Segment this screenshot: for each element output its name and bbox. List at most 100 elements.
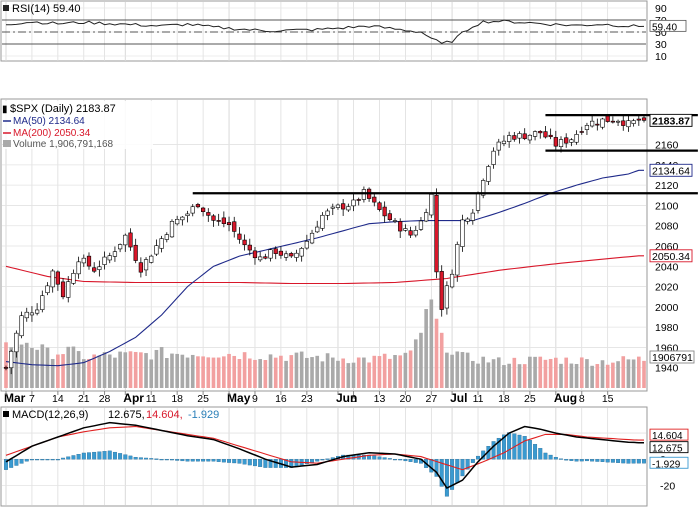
rsi-last-value: 59.40 <box>652 22 677 33</box>
volume-bar <box>81 359 86 388</box>
volume-bar <box>50 358 55 388</box>
candle-body <box>3 367 9 369</box>
histogram-bar <box>559 458 563 460</box>
x-tick-label: 8 <box>579 393 585 405</box>
histogram-bar <box>66 456 71 460</box>
volume-bar <box>574 363 579 388</box>
candle-body <box>615 120 621 123</box>
histogram-bar <box>128 455 133 460</box>
candle-body <box>180 216 185 221</box>
rsi-tick-label: 50 <box>655 27 667 39</box>
rsi-tick-label: 10 <box>655 51 667 63</box>
candle-body <box>377 202 382 210</box>
volume-bar <box>56 354 60 388</box>
ma200-line <box>5 255 644 285</box>
candle-body <box>460 219 465 247</box>
candle-body <box>200 207 206 212</box>
histogram-bar <box>429 459 434 473</box>
price-legend: $SPX (Daily) 2183.87 MA(50) 2134.64 MA(2… <box>2 101 153 150</box>
x-tick-label: 18 <box>171 393 183 405</box>
histogram-bar <box>175 459 180 461</box>
x-tick-label: 28 <box>99 393 111 405</box>
histogram-bar <box>600 459 605 462</box>
candle-body <box>102 256 107 265</box>
volume-bar <box>40 344 45 388</box>
price-tick-label: 2020 <box>655 282 679 294</box>
candle-body <box>621 120 626 126</box>
volume-bar <box>522 364 527 388</box>
volume-bar <box>268 354 273 388</box>
volume-bar <box>30 347 34 388</box>
histogram-bar <box>258 459 263 467</box>
histogram-bar <box>595 459 600 462</box>
volume-bar <box>133 351 138 388</box>
histogram-bar <box>310 459 314 463</box>
candle-body <box>24 311 29 319</box>
candle-body <box>491 150 496 165</box>
histogram-bar <box>393 459 397 461</box>
histogram-bar <box>538 448 543 460</box>
candle-body <box>455 244 460 276</box>
histogram-bar <box>626 459 631 464</box>
candle-body <box>123 234 128 246</box>
histogram-bar <box>35 459 40 461</box>
volume-bar <box>595 364 600 388</box>
candle-body <box>138 262 143 273</box>
volume-bar <box>569 363 574 388</box>
histogram-bar <box>527 440 532 460</box>
x-tick-label: 11 <box>146 393 157 405</box>
volume-bar <box>253 359 257 388</box>
volume-bar <box>180 354 185 388</box>
histogram-bar <box>247 459 252 466</box>
candle-body <box>610 120 615 123</box>
macd-line <box>5 421 644 489</box>
rsi-legend: RSI(14) 59.40 <box>3 3 80 15</box>
volume-value-text: 1906791 <box>652 352 693 364</box>
candle-body <box>356 199 361 201</box>
x-tick-label: Jun <box>336 391 357 405</box>
volume-bar <box>279 355 283 388</box>
volume-bar <box>439 332 444 388</box>
volume-bar <box>548 358 553 388</box>
candle-body <box>532 131 538 137</box>
candle-body <box>558 139 564 148</box>
x-tick-label: 27 <box>425 393 437 405</box>
candle-body <box>206 212 211 216</box>
macd-last-box <box>649 428 689 441</box>
volume-bar <box>429 299 434 388</box>
candle-body <box>112 251 118 257</box>
volume-bar <box>621 356 626 388</box>
histogram-bar <box>517 434 522 460</box>
volume-bar <box>491 359 496 388</box>
price-panel: 2160214021202100208020602040202020001980… <box>2 100 698 390</box>
volume-bar <box>450 354 454 388</box>
volume-bar <box>190 354 195 388</box>
volume-bar <box>611 362 615 388</box>
candle-body <box>341 203 346 210</box>
histogram-bar <box>221 459 226 463</box>
candle-body <box>496 141 501 151</box>
histogram-bar <box>450 459 455 490</box>
volume-bar <box>299 351 304 388</box>
candle-body <box>19 315 24 337</box>
volume-bar <box>600 360 605 388</box>
histogram-bar <box>71 455 76 460</box>
candle-body <box>242 239 247 246</box>
price-tick-label: 1940 <box>655 363 679 375</box>
candle-body <box>626 120 631 128</box>
volume-bar <box>232 355 237 388</box>
volume-bar <box>242 352 247 388</box>
candle-body <box>40 295 45 310</box>
volume-bar <box>460 352 465 388</box>
histogram-bar <box>76 454 81 460</box>
candle-body <box>351 199 356 207</box>
volume-bar <box>87 358 91 388</box>
volume-bar <box>102 352 107 388</box>
histogram-bar <box>24 459 29 462</box>
volume-bar <box>310 357 314 388</box>
volume-bar <box>139 352 143 388</box>
candle-body <box>232 221 237 232</box>
candle-body <box>507 135 512 142</box>
